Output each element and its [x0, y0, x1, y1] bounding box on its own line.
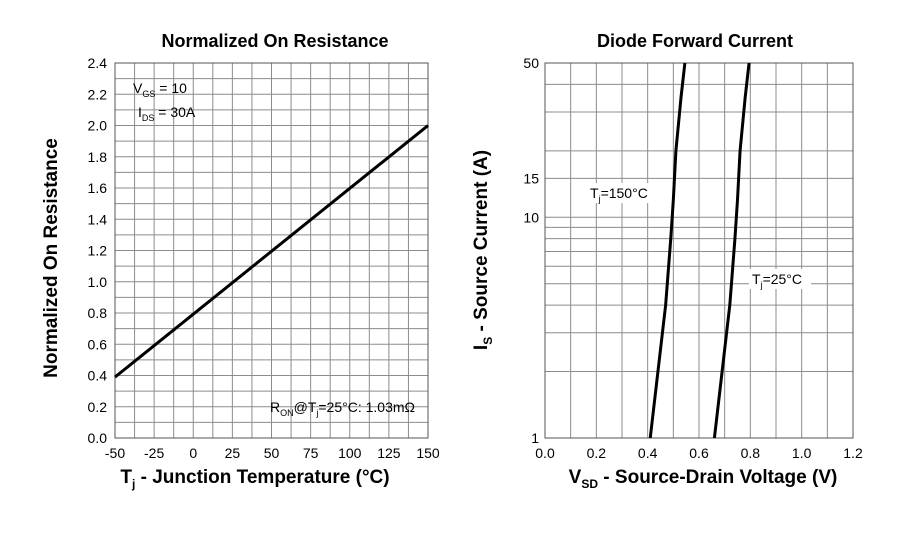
right-x-tick-label: 0.4 — [638, 445, 658, 461]
left-chart-title: Normalized On Resistance — [161, 31, 388, 51]
left-y-tick-label: 1.6 — [88, 180, 108, 196]
left-grid — [114, 62, 429, 439]
left-annotation-vgs: VGS = 10 — [133, 80, 187, 99]
left-y-tick-label: 2.0 — [88, 118, 108, 134]
left-y-tick-label: 2.2 — [88, 86, 108, 102]
right-x-tick-label: 1.2 — [843, 445, 863, 461]
left-y-ticks: 0.0 0.2 0.4 0.6 0.8 1.0 1.2 1.4 1.6 1.8 2.0 2.2 2.4 — [88, 55, 108, 446]
right-annotation-t150: Tj=150°C — [590, 185, 648, 204]
chart-right: Diode Forward Current 0.0 0.2 0.4 0.6 0.8 1.0… — [471, 31, 863, 491]
left-y-tick-label: 1.0 — [88, 274, 108, 290]
right-series-line — [648, 62, 687, 439]
left-y-tick-label: 1.2 — [88, 243, 108, 259]
right-y-axis-label: IS - Source Current (A) — [471, 150, 495, 350]
left-y-tick-label: 0.2 — [88, 399, 108, 415]
left-x-tick-label: -50 — [105, 445, 125, 461]
right-x-axis-label: VSD - Source-Drain Voltage (V) — [569, 467, 838, 491]
right-chart-title: Diode Forward Current — [597, 31, 793, 51]
left-x-tick-label: 125 — [377, 445, 401, 461]
left-y-tick-label: 0.4 — [88, 368, 108, 384]
left-x-ticks: -50 -25 0 25 50 75 100 125 150 — [105, 445, 440, 461]
left-y-tick-label: 1.4 — [88, 211, 108, 227]
left-x-tick-label: 75 — [303, 445, 319, 461]
left-x-tick-label: 0 — [189, 445, 197, 461]
right-x-tick-label: 1.0 — [792, 445, 812, 461]
left-y-tick-label: 0.6 — [88, 336, 108, 352]
right-series-line — [712, 62, 751, 439]
left-x-tick-label: 50 — [264, 445, 280, 461]
left-annotation-ron: RON@Tj=25°C: 1.03mΩ — [270, 399, 415, 418]
right-grid — [544, 62, 854, 439]
right-annotation-t25-bg — [749, 269, 811, 289]
right-series — [648, 62, 751, 439]
left-annotation-ids: IDS = 30A — [138, 104, 196, 123]
right-x-tick-label: 0.6 — [689, 445, 709, 461]
left-y-tick-label: 2.4 — [88, 55, 108, 71]
left-x-axis-label: Tj - Junction Temperature (°C) — [120, 467, 389, 491]
right-y-tick-label: 15 — [523, 170, 539, 186]
right-y-tick-label: 1 — [531, 430, 539, 446]
left-y-tick-label: 0.0 — [88, 430, 108, 446]
right-y-tick-label: 10 — [523, 209, 539, 225]
left-series-line — [114, 124, 429, 379]
left-x-tick-label: 25 — [225, 445, 241, 461]
left-series — [114, 124, 429, 379]
left-plot-frame — [114, 62, 429, 439]
right-y-ticks: 1 10 15 50 — [523, 55, 539, 446]
left-x-tick-label: 150 — [416, 445, 440, 461]
left-y-tick-label: 0.8 — [88, 305, 108, 321]
right-y-tick-label: 50 — [523, 55, 539, 71]
left-y-tick-label: 1.8 — [88, 149, 108, 165]
left-x-tick-label: 100 — [338, 445, 362, 461]
right-annotation-t25: Tj=25°C — [752, 271, 802, 290]
right-annotation-t150-bg — [586, 183, 658, 203]
left-y-axis-label: Normalized On Resistance — [41, 138, 62, 378]
right-x-tick-label: 0.0 — [535, 445, 555, 461]
chart-left: Normalized On Resistance -50 -25 0 25 50 75 10… — [41, 31, 440, 491]
right-plot-frame — [544, 62, 854, 439]
right-x-tick-label: 0.8 — [741, 445, 761, 461]
left-x-tick-label: -25 — [144, 445, 164, 461]
right-x-tick-label: 0.2 — [587, 445, 607, 461]
right-x-ticks: 0.0 0.2 0.4 0.6 0.8 1.0 1.2 — [535, 445, 863, 461]
